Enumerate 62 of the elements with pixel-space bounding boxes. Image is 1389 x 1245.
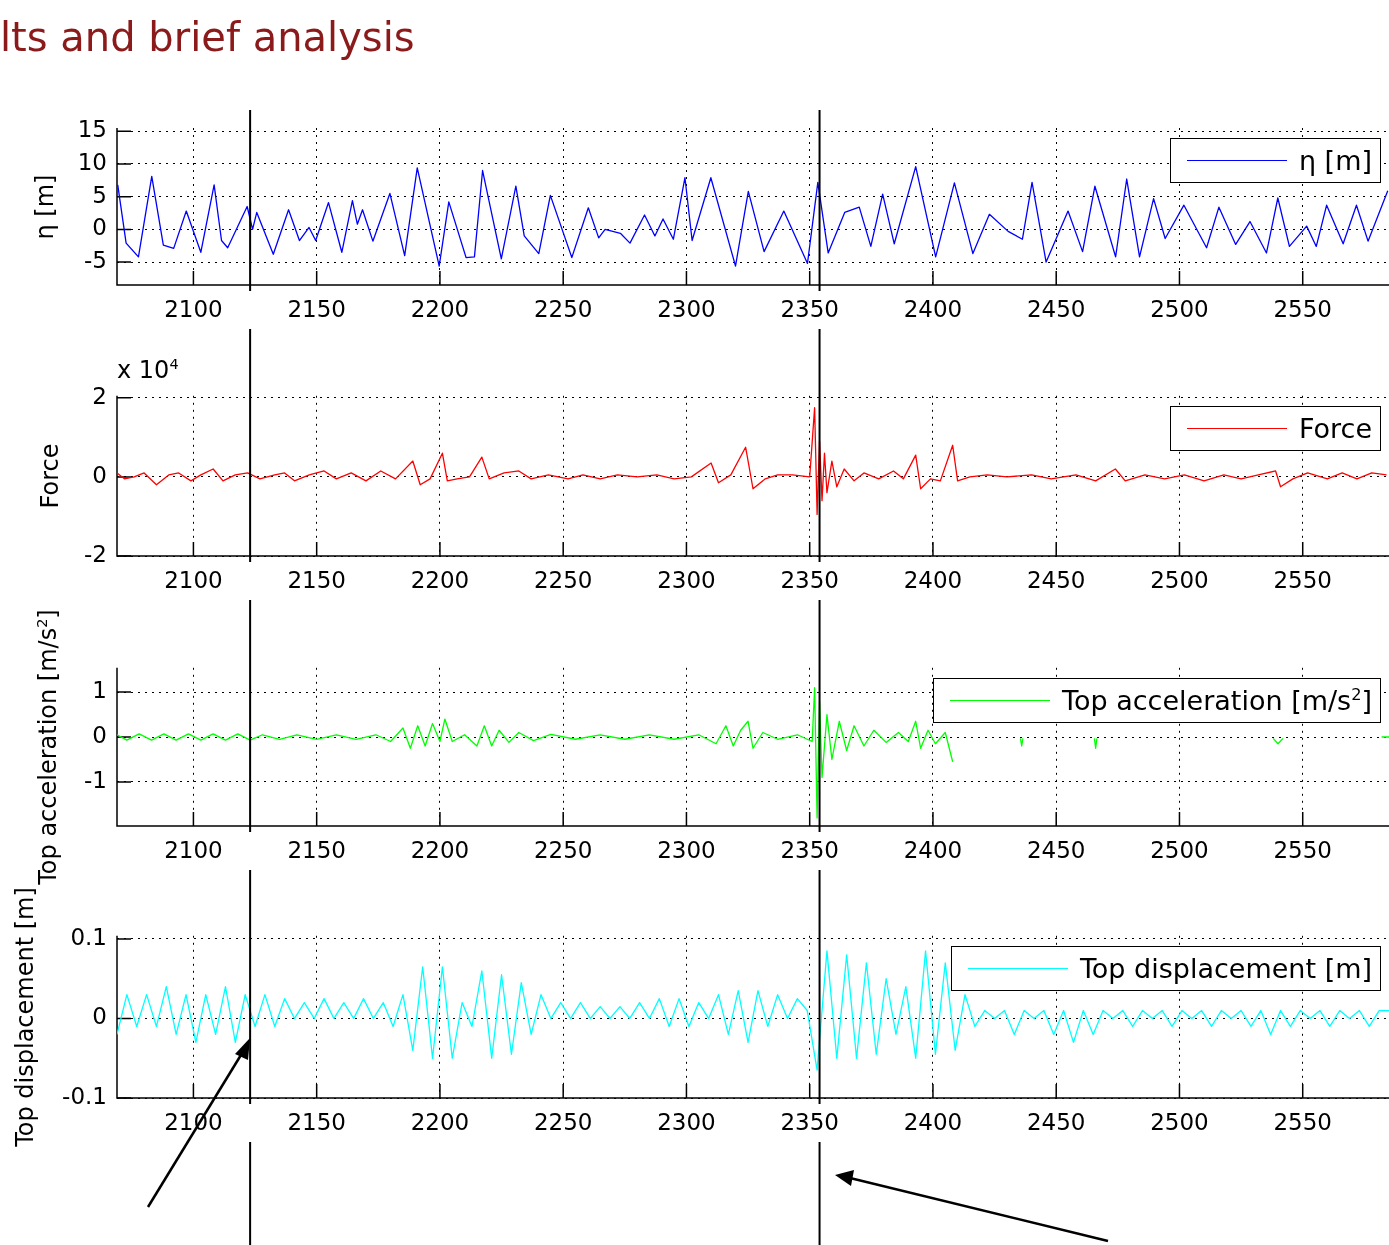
x-tick-label: 2450 <box>1026 566 1086 593</box>
legend-label: Top displacement [m] <box>1079 952 1372 984</box>
legend-label: η [m] <box>1298 145 1372 176</box>
x-tick-label: 2450 <box>1026 295 1086 322</box>
y-axis-title: Force <box>36 443 64 509</box>
x-tick-label: 2150 <box>287 295 346 322</box>
x-tick-label: 2150 <box>287 836 346 863</box>
text: x 10$^{4}$ <box>117 355 179 384</box>
x-tick-label: 2500 <box>1150 1108 1209 1135</box>
x-tick-label: 2550 <box>1273 1108 1332 1135</box>
x-tick-label: 2400 <box>903 836 963 863</box>
y-tick-label: 5 <box>92 181 107 208</box>
x-tick-label: 2550 <box>1273 836 1332 863</box>
x-tick-label: 2100 <box>164 566 223 593</box>
y-tick-label: 2 <box>92 382 107 409</box>
y-tick-label: -5 <box>84 247 107 274</box>
x-tick-label: 2200 <box>410 295 470 322</box>
x-tick-label: 2300 <box>657 295 716 322</box>
chart-title: lts and brief analysis <box>0 14 415 60</box>
x-tick-label: 2250 <box>533 836 593 863</box>
x-tick-label: 2500 <box>1150 295 1209 322</box>
x-tick-label: 2250 <box>533 1108 593 1135</box>
x-tick-label: 2550 <box>1273 566 1332 593</box>
x-tick-label: 2200 <box>410 566 470 593</box>
y-tick-label: 10 <box>77 148 107 175</box>
x-tick-label: 2200 <box>410 836 470 863</box>
x-tick-label: 2200 <box>410 1108 470 1135</box>
x-tick-label: 2250 <box>533 566 593 593</box>
y-tick-label: 1 <box>92 677 107 704</box>
x-tick-label: 2550 <box>1273 295 1332 322</box>
x-tick-label: 2300 <box>657 566 716 593</box>
x-tick-label: 2350 <box>780 836 839 863</box>
x-tick-label: 2100 <box>164 295 223 322</box>
x-tick-label: 2300 <box>657 1108 716 1135</box>
x-tick-label: 2100 <box>164 836 223 863</box>
y-axis-title: Top displacement [m] <box>11 887 39 1147</box>
x-tick-label: 2450 <box>1026 1108 1086 1135</box>
x-tick-label: 2250 <box>533 295 593 322</box>
y-tick-label: 0.1 <box>70 923 107 950</box>
x-tick-label: 2400 <box>903 295 963 322</box>
y-tick-label: 0 <box>92 721 107 748</box>
legend-label: Force <box>1298 412 1372 444</box>
y-tick-label: 0 <box>92 461 107 488</box>
x-tick-label: 2150 <box>287 1108 346 1135</box>
y-tick-label: -0.1 <box>62 1082 107 1109</box>
y-tick-label: -2 <box>84 540 107 567</box>
y-tick-label: -1 <box>84 766 107 793</box>
y-tick-label: 0 <box>92 1003 107 1030</box>
legend-label: Top acceleration [m/s$^{2}$] <box>1062 684 1372 716</box>
x-tick-label: 2150 <box>287 566 346 593</box>
y-tick-label: 0 <box>92 214 107 241</box>
x-tick-label: 2400 <box>903 1108 963 1135</box>
x-tick-label: 2450 <box>1026 836 1086 863</box>
y-axis-title: η [m] <box>31 174 59 239</box>
x-tick-label: 2350 <box>780 566 839 593</box>
x-tick-label: 2500 <box>1150 836 1209 863</box>
x-tick-label: 2400 <box>903 566 963 593</box>
x-tick-label: 2350 <box>780 1108 839 1135</box>
y-tick-label: 15 <box>77 116 107 143</box>
x-tick-label: 2500 <box>1150 566 1209 593</box>
x-tick-label: 2300 <box>657 836 716 863</box>
x-tick-label: 2350 <box>780 295 839 322</box>
